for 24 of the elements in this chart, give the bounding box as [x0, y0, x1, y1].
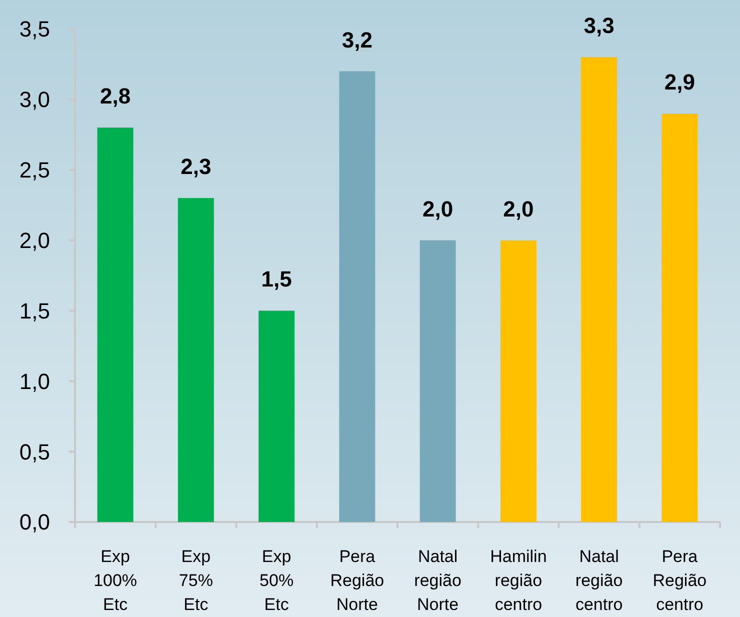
data-label: 2,8: [100, 84, 131, 109]
x-tick-label: Pera Região Norte: [330, 547, 384, 614]
x-tick-label: Exp 50% Etc: [260, 547, 294, 614]
data-label: 2,3: [180, 154, 212, 180]
x-tick-label: Exp 100% Etc: [94, 547, 138, 614]
data-label: 2,0: [503, 196, 534, 222]
x-tick-label: Pera Região centro: [652, 547, 707, 614]
y-tick-label: 0,5: [19, 439, 50, 464]
data-label: 3,3: [584, 13, 614, 38]
y-tick-label: 1,5: [19, 298, 50, 324]
data-label: 1,5: [261, 266, 292, 292]
y-tick-label: 2,0: [19, 228, 50, 253]
data-label: 2,9: [664, 70, 695, 95]
y-tick-label: 3,5: [19, 16, 50, 42]
x-tick-label: Natal região Norte: [414, 547, 462, 614]
y-tick-label: 3,0: [19, 87, 50, 112]
x-tick-label: Hamilin região centro: [490, 547, 547, 614]
x-tick-label: Natal região centro: [575, 547, 623, 614]
data-label: 3,2: [342, 27, 372, 52]
y-tick-label: 1,0: [19, 368, 50, 394]
x-tick-label: Exp 75% Etc: [178, 547, 213, 614]
y-tick-label: 0,0: [19, 510, 50, 535]
y-tick-label: 2,5: [19, 158, 50, 183]
data-label: 2,0: [422, 196, 454, 222]
